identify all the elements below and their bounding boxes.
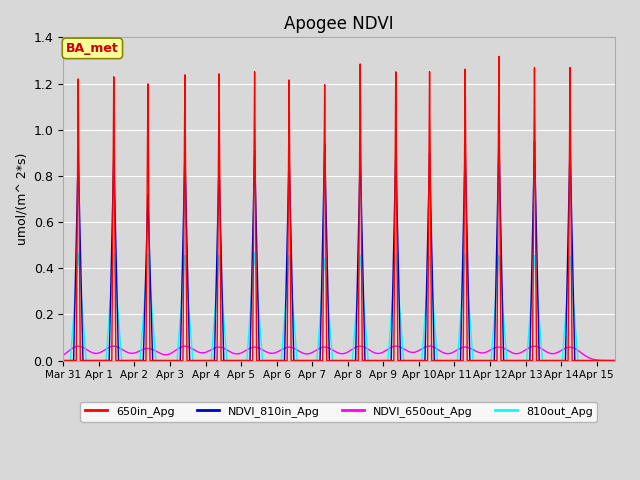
810out_Apg (399, 344, 406, 349)
810out_Apg (410, 358, 418, 363)
650in_Apg (410, 358, 418, 363)
Line: NDVI_650out_Apg: NDVI_650out_Apg (63, 346, 614, 360)
NDVI_650out_Apg (392, 343, 400, 349)
Title: Apogee NDVI: Apogee NDVI (284, 15, 394, 33)
NDVI_810in_Apg (399, 358, 406, 363)
NDVI_650out_Apg (488, 347, 495, 352)
NDVI_650out_Apg (60, 352, 67, 358)
NDVI_650out_Apg (410, 349, 418, 355)
NDVI_650out_Apg (350, 346, 358, 351)
810out_Apg (251, 250, 259, 255)
810out_Apg (60, 358, 67, 363)
650in_Apg (60, 358, 67, 363)
810out_Apg (488, 354, 495, 360)
650in_Apg (362, 358, 369, 363)
Text: BA_met: BA_met (66, 42, 119, 55)
NDVI_810in_Apg (488, 358, 495, 363)
810out_Apg (234, 358, 241, 363)
NDVI_810in_Apg (234, 358, 241, 363)
NDVI_650out_Apg (399, 346, 406, 351)
650in_Apg (488, 358, 495, 363)
Y-axis label: umol/(m^ 2*s): umol/(m^ 2*s) (15, 153, 28, 245)
810out_Apg (611, 358, 618, 363)
Line: 810out_Apg: 810out_Apg (63, 252, 614, 360)
NDVI_650out_Apg (362, 345, 369, 350)
650in_Apg (234, 358, 241, 363)
650in_Apg (399, 358, 406, 363)
Line: NDVI_810in_Apg: NDVI_810in_Apg (63, 139, 614, 360)
650in_Apg (350, 358, 358, 363)
NDVI_810in_Apg (362, 358, 369, 363)
650in_Apg (495, 53, 503, 59)
NDVI_810in_Apg (495, 136, 503, 142)
Legend: 650in_Apg, NDVI_810in_Apg, NDVI_650out_Apg, 810out_Apg: 650in_Apg, NDVI_810in_Apg, NDVI_650out_A… (81, 402, 597, 421)
810out_Apg (350, 340, 358, 346)
NDVI_810in_Apg (60, 358, 67, 363)
NDVI_810in_Apg (611, 358, 618, 363)
NDVI_810in_Apg (410, 358, 418, 363)
650in_Apg (611, 358, 618, 363)
NDVI_650out_Apg (611, 358, 618, 363)
810out_Apg (362, 324, 369, 330)
Line: 650in_Apg: 650in_Apg (63, 56, 614, 360)
NDVI_810in_Apg (350, 358, 358, 363)
NDVI_650out_Apg (234, 351, 241, 357)
